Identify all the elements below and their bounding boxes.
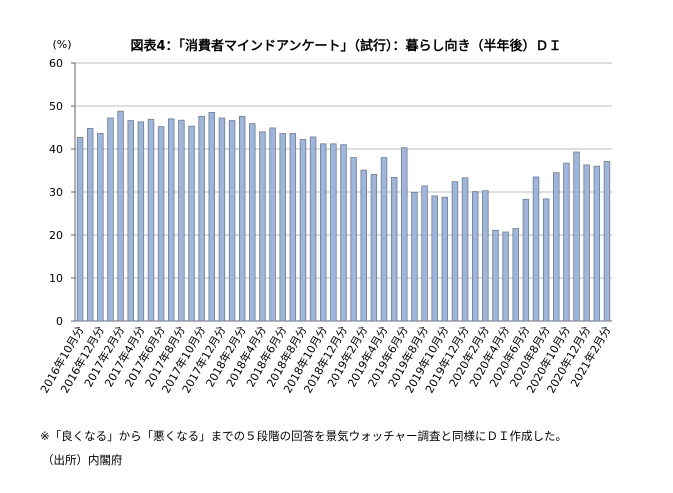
- bar: [269, 127, 276, 322]
- bar: [198, 115, 205, 322]
- bar: [157, 126, 165, 322]
- bar: [228, 120, 236, 322]
- bar: [593, 165, 601, 322]
- bar: [482, 190, 489, 322]
- bar: [370, 173, 378, 322]
- bar: [76, 136, 84, 322]
- bar: [441, 196, 449, 322]
- bar: [573, 151, 580, 322]
- bar: [360, 169, 368, 322]
- bar: [553, 172, 560, 322]
- bar: [178, 119, 185, 322]
- y-tick-label: 10: [49, 272, 63, 285]
- y-tick-label: 0: [56, 315, 63, 328]
- bar: [380, 157, 388, 322]
- bar: [147, 118, 155, 322]
- bar: [542, 198, 550, 322]
- bar: [107, 117, 114, 322]
- y-tick-label: 40: [49, 143, 63, 156]
- y-unit: (%): [52, 38, 71, 51]
- bar: [330, 143, 337, 322]
- bar: [279, 133, 286, 322]
- bar: [512, 228, 519, 322]
- bar: [319, 143, 327, 322]
- bar: [563, 162, 570, 322]
- note: ※「良くなる」から「悪くなる」までの５段階の回答を景気ウォッチャー調査と同様にＤ…: [40, 429, 567, 443]
- bar: [411, 192, 418, 322]
- bar: [451, 181, 459, 322]
- bar: [532, 176, 540, 322]
- bar: [238, 115, 246, 322]
- bar: [492, 229, 499, 322]
- bar: [188, 125, 195, 322]
- bar: [471, 191, 479, 322]
- bar: [461, 177, 469, 322]
- y-tick-label: 30: [49, 186, 63, 199]
- bar: [289, 133, 297, 322]
- bar: [603, 161, 611, 322]
- bar: [350, 157, 357, 322]
- bar: [390, 176, 398, 322]
- bar: [299, 139, 307, 322]
- bar: [401, 147, 408, 322]
- bar: [522, 198, 530, 322]
- source: （出所）内閣府: [42, 453, 123, 467]
- chart-title: 図表4：「消費者マインドアンケート」（試行）：暮らし向き（半年後）ＤＩ: [130, 38, 561, 54]
- y-tick-label: 50: [49, 100, 63, 113]
- bar: [249, 123, 256, 322]
- bar: [309, 136, 317, 322]
- bar: [502, 231, 509, 322]
- bar: [583, 164, 590, 322]
- bar: [97, 133, 104, 322]
- y-tick-label: 20: [49, 229, 63, 242]
- bar: [117, 110, 124, 322]
- bar: [127, 120, 134, 322]
- bar: [137, 121, 145, 322]
- bar: [259, 131, 266, 322]
- bar: [86, 127, 94, 322]
- bar: [208, 112, 216, 322]
- bar: [218, 117, 226, 322]
- y-tick-label: 60: [49, 57, 63, 70]
- bar: [168, 118, 175, 322]
- bar: [421, 185, 428, 322]
- bar: [340, 144, 347, 322]
- bar: [431, 195, 438, 322]
